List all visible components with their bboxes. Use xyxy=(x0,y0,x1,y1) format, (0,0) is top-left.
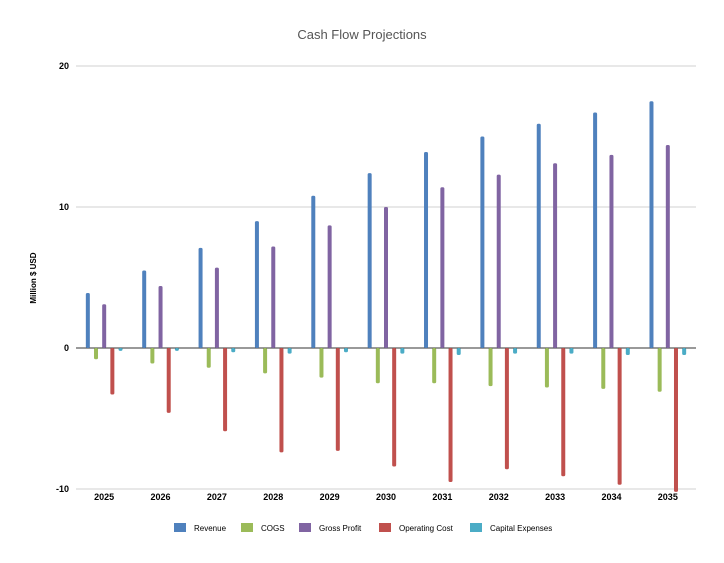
x-tick-label: 2032 xyxy=(489,492,509,502)
bar-operating-cost xyxy=(561,348,566,477)
y-axis-label: Million $ USD xyxy=(29,252,38,303)
legend: Revenue COGS Gross Profit Operating Cost Cap… xyxy=(174,523,552,533)
bar-revenue xyxy=(649,101,654,348)
bar-gross-profit xyxy=(327,225,332,348)
bar-cogs xyxy=(206,348,211,368)
bar-cogs xyxy=(601,348,606,389)
bar-revenue xyxy=(367,173,372,348)
y-tick-label: -10 xyxy=(56,484,69,494)
bar-cogs xyxy=(375,348,380,384)
bar-capital-expenses xyxy=(513,348,518,354)
y-tick-label: 0 xyxy=(64,343,69,353)
bars-group xyxy=(85,101,687,492)
bar-operating-cost xyxy=(392,348,397,467)
bar-revenue xyxy=(254,221,259,348)
bar-cogs xyxy=(432,348,437,384)
bar-revenue xyxy=(424,152,429,348)
bar-capital-expenses xyxy=(174,348,179,351)
bar-gross-profit xyxy=(496,174,501,348)
legend-swatch xyxy=(174,523,186,532)
x-tick-label: 2034 xyxy=(601,492,621,502)
bar-cogs xyxy=(488,348,493,387)
bar-operating-cost xyxy=(223,348,228,432)
bar-capital-expenses xyxy=(400,348,405,354)
gridlines: -10 0 10 20 xyxy=(56,61,696,494)
bar-cogs xyxy=(150,348,155,364)
x-tick-label: 2035 xyxy=(658,492,678,502)
bar-cogs xyxy=(319,348,324,378)
x-tick-label: 2025 xyxy=(94,492,114,502)
bar-gross-profit xyxy=(214,267,219,348)
bar-capital-expenses xyxy=(231,348,236,353)
bar-operating-cost xyxy=(279,348,284,453)
bar-revenue xyxy=(85,293,90,348)
bar-revenue xyxy=(311,195,316,348)
x-tick-label: 2028 xyxy=(263,492,283,502)
bar-cogs xyxy=(263,348,268,374)
x-tick-label: 2026 xyxy=(151,492,171,502)
legend-swatch xyxy=(470,523,482,532)
bar-operating-cost xyxy=(504,348,509,470)
bar-capital-expenses xyxy=(343,348,348,353)
bar-gross-profit xyxy=(609,154,614,348)
bar-capital-expenses xyxy=(287,348,292,354)
bar-capital-expenses xyxy=(118,348,123,351)
bar-operating-cost xyxy=(617,348,622,485)
bar-operating-cost xyxy=(335,348,340,451)
bar-capital-expenses xyxy=(625,348,630,356)
x-tick-label: 2033 xyxy=(545,492,565,502)
bar-operating-cost xyxy=(166,348,171,413)
x-tick-label: 2027 xyxy=(207,492,227,502)
x-tick-labels: 2025 2026 2027 2028 2029 2030 2031 2032 2033 2034… xyxy=(94,492,678,502)
bar-gross-profit xyxy=(102,304,107,348)
legend-label: Gross Profit xyxy=(319,524,362,533)
legend-label: Operating Cost xyxy=(399,524,454,533)
legend-label: COGS xyxy=(261,524,285,533)
legend-label: Capital Expenses xyxy=(490,524,552,533)
bar-gross-profit xyxy=(553,163,558,348)
bar-gross-profit xyxy=(665,144,670,348)
bar-gross-profit xyxy=(384,207,388,348)
bar-revenue xyxy=(142,270,147,348)
y-tick-label: 10 xyxy=(59,202,69,212)
legend-swatch xyxy=(241,523,253,532)
x-tick-label: 2030 xyxy=(376,492,396,502)
x-tick-label: 2031 xyxy=(432,492,452,502)
bar-operating-cost xyxy=(448,348,453,482)
legend-label: Revenue xyxy=(194,524,227,533)
x-tick-label: 2029 xyxy=(320,492,340,502)
y-tick-label: 20 xyxy=(59,61,69,71)
bar-revenue xyxy=(480,136,485,348)
bar-revenue xyxy=(198,247,203,348)
bar-cogs xyxy=(94,348,99,360)
legend-swatch xyxy=(379,523,391,532)
bar-gross-profit xyxy=(440,187,445,348)
bar-revenue xyxy=(536,123,541,348)
chart-title: Cash Flow Projections xyxy=(297,27,427,42)
bar-gross-profit xyxy=(271,246,276,348)
bar-capital-expenses xyxy=(682,348,687,356)
bar-gross-profit xyxy=(158,285,163,348)
bar-revenue xyxy=(593,112,598,348)
legend-swatch xyxy=(299,523,311,532)
bar-cogs xyxy=(657,348,662,392)
bar-capital-expenses xyxy=(569,348,574,354)
bar-operating-cost xyxy=(673,348,678,492)
bar-capital-expenses xyxy=(456,348,461,356)
bar-operating-cost xyxy=(110,348,115,395)
bar-cogs xyxy=(544,348,549,388)
